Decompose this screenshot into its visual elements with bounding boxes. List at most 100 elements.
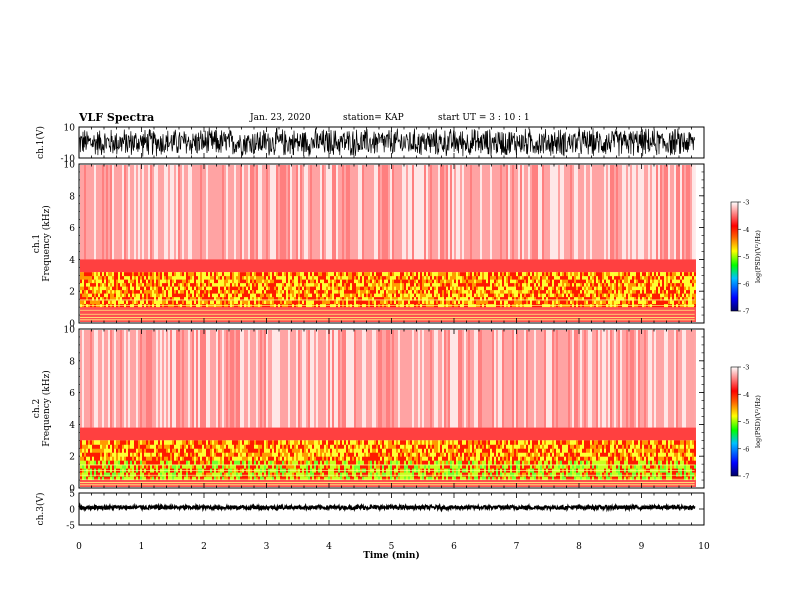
ch1-spectrogram-cell [508,272,510,277]
ch1-spectrogram-cell [120,275,122,280]
ch2-spectrogram-cell [88,460,90,465]
ch1-spectrogram-cell [510,275,512,280]
ch1-spectrogram-cell [472,293,474,298]
ch1-spectrogram-cell [174,272,176,277]
ch1-spectrogram-cell [394,296,396,301]
ch1-spectrogram-cell [342,282,344,287]
ch1-spectrogram-cell [558,272,560,277]
ch1-spectrogram-cell [298,279,300,284]
ch1-spectrogram-cell [300,165,302,260]
ch1-spectrogram-cell [318,300,320,305]
ch1-spectrogram-cell [128,275,130,280]
ch2-spectrogram-cell [140,460,142,465]
ch1-spectrogram-cell [170,279,172,284]
ch1-spectrogram-cell [350,289,352,294]
ch1-spectrogram-cell [434,165,436,260]
ch1-spectrogram-cell [178,275,180,280]
ch1-spectrogram-cell [424,296,426,301]
ch1-spectrogram-cell [422,282,424,287]
ch1-spectrogram-cell [138,296,140,301]
ch1-spectrogram-cell [192,272,194,277]
ch1-spectrogram-cell [332,289,334,294]
ch2-spectrogram-cell [160,427,162,441]
ch1-spectrogram-cell [294,259,296,273]
ch1-spectrogram-cell [562,165,564,260]
ch2-spectrogram-cell [132,452,134,457]
ch1-spectrogram-cell [196,279,198,284]
ch1-spectrogram-cell [264,289,266,294]
ch1-spectrogram-cell [596,300,598,305]
ch1-spectrogram-cell [190,296,192,301]
ch1-spectrogram-cell [530,293,532,298]
ch1-spectrogram-cell [172,286,174,291]
ch1-spectrogram-cell [266,293,268,298]
ch1-spectrogram-cell [534,272,536,277]
ch1-spectrogram-cell [150,272,152,277]
ch1-spectrogram-cell [326,289,328,294]
ch1-spectrogram-cell [114,293,116,298]
ch1-spectrogram-cell [340,275,342,280]
ch1-spectrogram-cell [666,296,668,301]
ch1-spectrogram-cell [530,286,532,291]
ch1-spectrogram-cell [304,286,306,291]
ch2-spectrogram-cell [138,472,140,477]
ch2-spectrogram-cell [152,456,154,461]
ch2-spectrogram-cell [140,444,142,449]
ch1-spectrogram-cell [152,272,154,277]
ch1-spectrogram-cell [622,275,624,280]
ch2-spectrogram-cell [90,452,92,457]
ch1-spectrogram-cell [434,259,436,273]
ch2-spectrogram-cell [120,464,122,469]
ch1-spectrogram-cell [674,286,676,291]
ch1-spectrogram-cell [146,282,148,287]
ch1-spectrogram-cell [484,286,486,291]
ch1-spectrogram-cell [428,296,430,301]
ch1-spectrogram-cell [642,282,644,287]
ch1-spectrogram-cell [206,286,208,291]
ch1-spectrogram-cell [124,293,126,298]
ch2-spectrogram-cell [96,464,98,469]
ch1-spectrogram-cell [174,300,176,305]
ch1-spectrogram-cell [286,282,288,287]
ch1-spectrogram-cell [500,289,502,294]
ch1-spectrogram-cell [280,259,282,273]
ch2-spectrogram-cell [142,452,144,457]
ch2-spectrogram-cell [172,427,174,441]
ch1-spectrogram-cell [490,293,492,298]
ch1-spectrogram-cell [680,286,682,291]
ch1-spectrogram-cell [362,275,364,280]
ch1-spectrogram-cell [560,259,562,273]
ch1-spectrogram-cell [580,282,582,287]
ch1-spectrogram-cell [224,259,226,273]
ch1-spectrogram-cell [370,272,372,277]
ch1-spectrogram-cell [516,289,518,294]
ch1-spectrogram-cell [380,286,382,291]
ch1-spectrogram-cell [386,279,388,284]
ch1-spectrogram-cell [236,279,238,284]
ch1-spectrogram-cell [488,279,490,284]
ch2-spectrogram-cell [168,464,170,469]
ch2-spectrogram-cell [128,476,130,481]
ch1-spectrogram-cell [632,259,634,273]
ch1-spectrogram-cell [314,272,316,277]
ch1-spectrogram-cell [186,296,188,301]
ch1-spectrogram-cell [642,296,644,301]
ch1-spectrogram-cell [150,296,152,301]
ch1-spectrogram-cell [398,300,400,305]
ch1-spectrogram-cell [412,272,414,277]
ch1-spectrogram-cell [358,296,360,301]
ch2-spectrogram-cell [82,456,84,461]
ch1-spectrogram-cell [260,300,262,305]
ch1-spectrogram-cell [530,282,532,287]
ch1-spectrogram-cell [250,289,252,294]
ch1-spectrogram-cell [624,165,626,260]
ch1-spectrogram-cell [572,279,574,284]
ch1-spectrogram-cell [258,259,260,273]
ch1-spectrogram-cell [268,289,270,294]
ch2-spectrogram-cell [104,456,106,461]
ch2-spectrogram-cell [110,472,112,477]
ch1-spectrogram-cell [244,275,246,280]
ch1-spectrogram-cell [618,300,620,305]
ch1-spectrogram-cell [578,289,580,294]
ch1-spectrogram-cell [120,282,122,287]
